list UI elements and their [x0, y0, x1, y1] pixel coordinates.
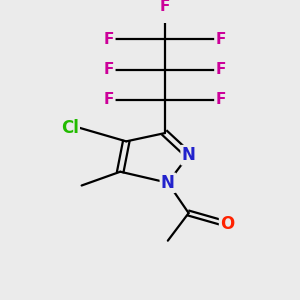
Text: Cl: Cl [61, 118, 79, 136]
Text: N: N [161, 174, 175, 192]
Text: F: F [160, 0, 170, 14]
Text: F: F [215, 32, 226, 47]
Text: N: N [182, 146, 196, 164]
Text: F: F [104, 62, 114, 77]
Text: F: F [215, 92, 226, 107]
Text: F: F [215, 62, 226, 77]
Text: F: F [104, 32, 114, 47]
Text: F: F [104, 92, 114, 107]
Text: O: O [220, 215, 234, 233]
